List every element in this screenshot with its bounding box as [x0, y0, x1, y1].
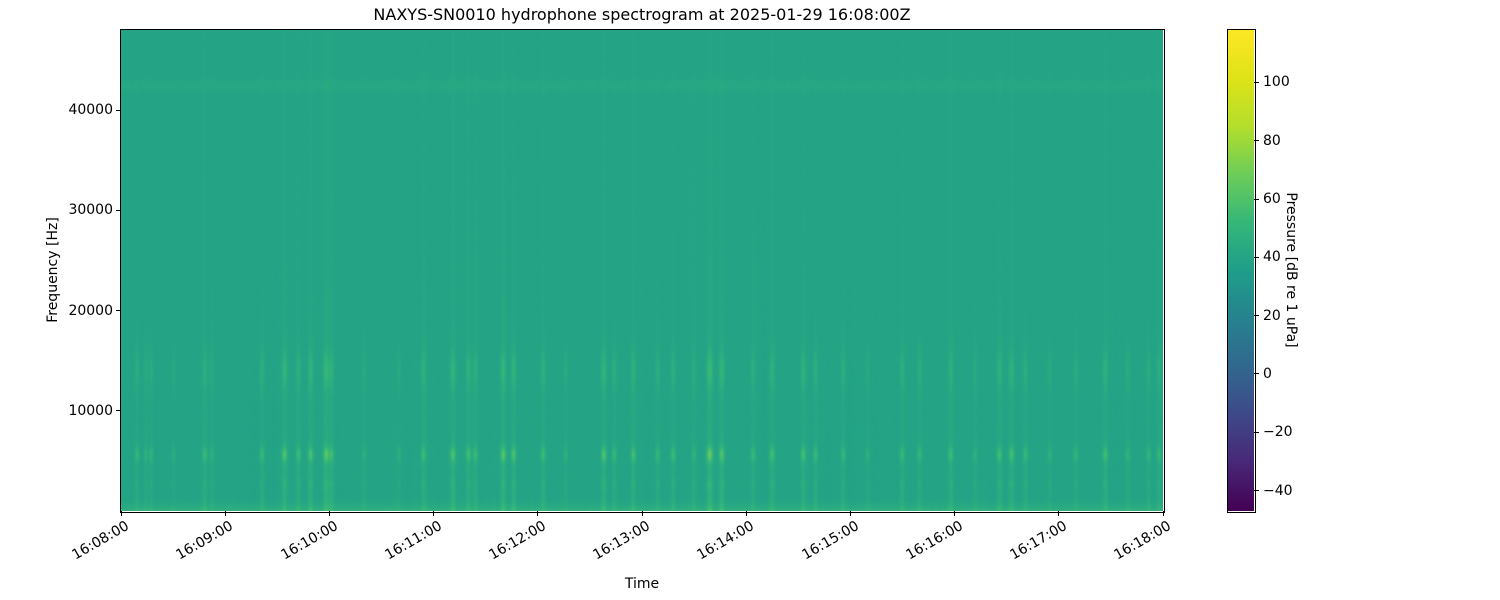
x-axis-label: Time: [624, 576, 660, 592]
colorbar-tick-mark: [1254, 431, 1259, 433]
x-tick-label: 16:18:00: [1111, 518, 1174, 564]
colorbar-tick-label: 20: [1263, 307, 1281, 324]
y-tick-label: 40000: [68, 102, 113, 119]
colorbar-tick-label: 100: [1263, 74, 1290, 91]
x-tick-label: 16:17:00: [1007, 518, 1070, 564]
colorbar-tick-mark: [1254, 256, 1259, 258]
x-tick-label: 16:10:00: [277, 518, 341, 564]
x-tick-mark: [537, 511, 539, 516]
colorbar: [1228, 30, 1254, 511]
x-tick-mark: [745, 511, 747, 516]
x-tick-mark: [954, 511, 956, 516]
x-tick-mark: [641, 511, 643, 516]
colorbar-tick-mark: [1254, 315, 1259, 317]
colorbar-tick-mark: [1254, 140, 1259, 142]
x-tick-mark: [1058, 511, 1060, 516]
colorbar-tick-mark: [1254, 490, 1259, 492]
colorbar-tick-label: 0: [1263, 365, 1272, 382]
colorbar-tick-mark: [1254, 198, 1259, 200]
colorbar-label: Pressure [dB re 1 uPa]: [1283, 192, 1299, 348]
x-tick-mark: [433, 511, 435, 516]
y-tick-mark: [116, 310, 121, 312]
colorbar-tick-mark: [1254, 81, 1259, 83]
chart-title: NAXYS-SN0010 hydrophone spectrogram at 2…: [373, 5, 911, 24]
y-tick-label: 30000: [68, 202, 113, 219]
colorbar-tick-label: 60: [1263, 191, 1281, 208]
x-tick-label: 16:09:00: [173, 518, 237, 564]
y-tick-label: 10000: [68, 402, 113, 419]
x-tick-mark: [849, 511, 851, 516]
x-tick-mark: [224, 511, 226, 516]
spectrogram-heatmap: [121, 30, 1163, 511]
x-tick-label: 16:15:00: [798, 518, 862, 564]
x-tick-label: 16:08:00: [69, 518, 132, 564]
colorbar-tick-label: 80: [1263, 132, 1281, 149]
x-tick-mark: [1162, 511, 1164, 516]
x-tick-label: 16:12:00: [486, 518, 549, 564]
colorbar-tick-mark: [1254, 373, 1259, 375]
x-tick-label: 16:11:00: [382, 518, 445, 564]
y-axis-label: Frequency [Hz]: [45, 217, 61, 323]
y-tick-label: 20000: [68, 302, 113, 319]
x-tick-label: 16:16:00: [903, 518, 966, 564]
x-tick-mark: [328, 511, 330, 516]
colorbar-tick-label: 40: [1263, 249, 1281, 266]
colorbar-tick-label: −40: [1263, 482, 1293, 499]
x-tick-label: 16:14:00: [694, 518, 758, 564]
y-tick-mark: [116, 109, 121, 111]
colorbar-tick-label: −20: [1263, 424, 1293, 441]
x-tick-mark: [120, 511, 122, 516]
y-tick-mark: [116, 410, 121, 412]
y-tick-mark: [116, 209, 121, 211]
x-tick-label: 16:13:00: [590, 518, 653, 564]
